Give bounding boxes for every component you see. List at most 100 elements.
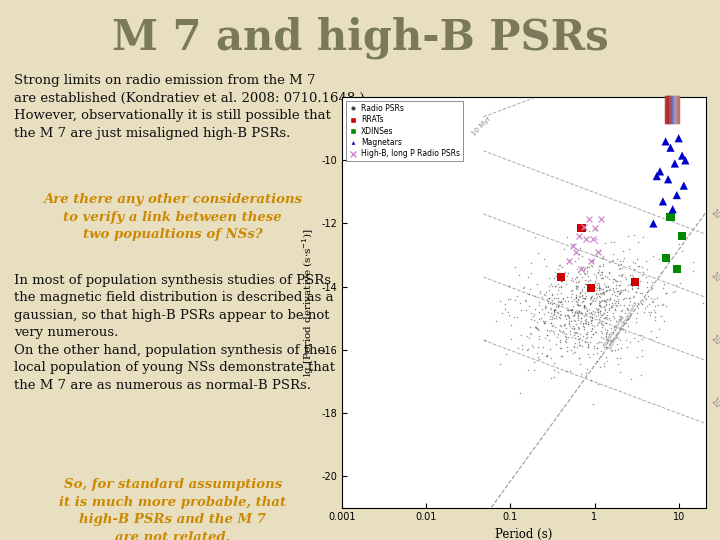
Point xyxy=(560,279,572,288)
Point xyxy=(614,314,626,323)
Point xyxy=(561,293,572,301)
Point xyxy=(574,341,585,349)
Point xyxy=(602,295,613,303)
Point xyxy=(590,272,602,281)
Point xyxy=(570,282,582,291)
Point xyxy=(581,263,593,272)
Point xyxy=(576,265,588,274)
Point xyxy=(595,338,607,346)
Point xyxy=(586,325,598,333)
Point xyxy=(598,287,610,296)
Point xyxy=(541,326,553,334)
Point xyxy=(547,326,559,335)
Point xyxy=(609,291,621,300)
Point xyxy=(600,353,612,361)
Point xyxy=(629,259,641,267)
Point xyxy=(608,288,620,296)
Point xyxy=(647,278,658,287)
Point xyxy=(597,252,608,260)
Point xyxy=(612,299,624,307)
Point xyxy=(570,297,582,306)
Point xyxy=(571,343,582,352)
Point xyxy=(533,325,544,334)
Point xyxy=(581,338,593,346)
Point xyxy=(595,271,606,279)
Point xyxy=(621,342,632,351)
Point xyxy=(614,301,626,309)
Point xyxy=(655,268,667,277)
Point xyxy=(565,305,577,314)
Point xyxy=(591,306,603,315)
Point xyxy=(678,181,690,190)
Point xyxy=(545,305,557,313)
Point xyxy=(592,238,603,247)
Point xyxy=(561,347,572,356)
Point xyxy=(660,254,671,262)
Point xyxy=(595,310,607,319)
Point xyxy=(552,301,564,310)
Point xyxy=(582,284,594,292)
Point xyxy=(593,289,604,298)
Point xyxy=(594,307,606,315)
Point xyxy=(582,349,594,358)
Point xyxy=(594,284,606,293)
Point xyxy=(665,144,676,152)
Point xyxy=(635,331,647,340)
Point xyxy=(575,360,586,369)
Point xyxy=(567,311,579,320)
Point xyxy=(627,258,639,266)
Point xyxy=(593,265,605,274)
Point xyxy=(631,284,643,293)
Point xyxy=(570,334,581,343)
Point xyxy=(510,263,521,272)
Point xyxy=(594,306,606,315)
Point xyxy=(607,286,618,295)
Point xyxy=(600,319,611,327)
Point xyxy=(554,336,566,345)
Point xyxy=(631,314,642,322)
Point xyxy=(645,308,657,316)
Point xyxy=(642,278,653,286)
Point xyxy=(598,296,610,305)
Point xyxy=(601,310,613,319)
Point xyxy=(543,281,554,290)
Point xyxy=(586,262,598,271)
Point xyxy=(585,294,596,303)
Point xyxy=(637,268,649,276)
Point xyxy=(635,299,647,307)
Point xyxy=(584,294,595,303)
Point xyxy=(560,338,572,347)
Point xyxy=(613,360,624,369)
Point xyxy=(587,256,598,265)
Point xyxy=(624,262,635,271)
Text: $10^{13}$G: $10^{13}$G xyxy=(708,268,720,294)
Point xyxy=(579,338,590,346)
Point xyxy=(607,336,618,345)
Point xyxy=(555,297,567,306)
Point xyxy=(541,261,552,270)
Point xyxy=(549,308,560,316)
Text: Strong limits on radio emission from the M 7
are established (Kondratiev et al. : Strong limits on radio emission from the… xyxy=(14,75,369,140)
Point xyxy=(587,324,598,333)
Point xyxy=(569,339,580,347)
Point xyxy=(657,284,669,292)
Point xyxy=(631,255,643,264)
Point xyxy=(549,306,560,314)
Point xyxy=(588,285,599,294)
Point xyxy=(566,293,577,301)
Point xyxy=(589,307,600,316)
Point xyxy=(582,268,593,277)
Point xyxy=(594,301,606,310)
Point xyxy=(577,302,589,311)
Point xyxy=(534,286,546,295)
Point xyxy=(559,312,571,320)
Point xyxy=(571,285,582,293)
Point xyxy=(618,254,629,262)
Point xyxy=(647,219,659,228)
Point xyxy=(577,321,589,330)
Point xyxy=(539,317,551,326)
Point xyxy=(590,289,602,298)
Point xyxy=(622,232,634,240)
Point xyxy=(593,300,605,309)
Point xyxy=(595,347,606,355)
